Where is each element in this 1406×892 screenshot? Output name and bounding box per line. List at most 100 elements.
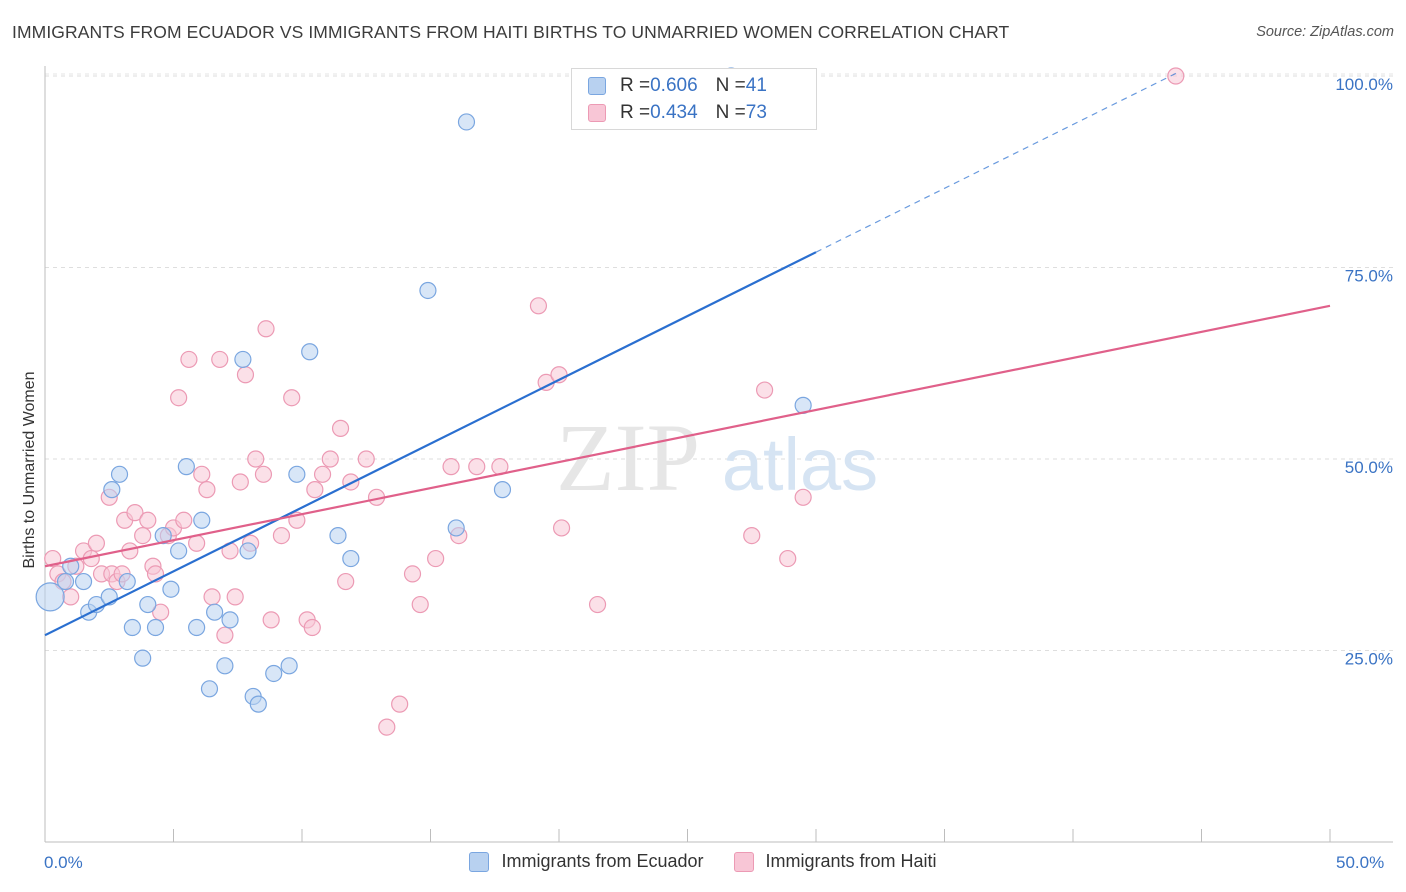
data-point-haiti [411,595,429,614]
data-point-ecuador [193,511,211,529]
data-point-haiti [198,481,216,499]
data-point-ecuador [457,113,476,131]
data-point-ecuador [118,572,136,591]
data-point-ecuador [74,572,93,591]
data-point-haiti [427,549,445,568]
data-point-haiti [126,504,144,522]
data-point-haiti [755,381,774,399]
data-point-haiti [211,350,229,369]
data-point-haiti [203,588,221,606]
data-point-ecuador [493,481,512,499]
data-point-haiti [321,450,339,468]
data-point-haiti [306,481,324,499]
data-point-haiti [272,526,291,545]
data-point-ecuador [301,343,319,361]
haiti-swatch-icon [588,104,606,122]
data-point-haiti [331,419,350,437]
stats-legend: R = 0.606 N = 41 R = 0.434 N = 73 [571,68,817,130]
legend-row-haiti: R = 0.434 N = 73 [588,100,767,126]
data-point-haiti [403,565,422,583]
data-point-ecuador [216,657,234,675]
legend-r-value-haiti: 0.434 [650,102,698,123]
data-point-ecuador [123,618,141,637]
data-point-ecuador [56,572,75,591]
series-ecuador [35,67,812,713]
data-point-haiti [337,572,355,591]
data-point-ecuador [146,618,165,637]
data-point-ecuador [139,595,157,614]
data-point-haiti [283,389,301,407]
y-tick-labels: 25.0% 50.0% 75.0% 100.0% [1335,75,1393,669]
data-point-haiti [391,695,409,713]
watermark: ZIP atlas [556,404,878,511]
data-point-haiti [170,389,188,407]
data-point-haiti [152,603,170,621]
data-point-ecuador [447,519,465,537]
data-point-haiti [236,366,255,384]
legend-r-value-ecuador: 0.606 [650,75,698,96]
data-point-haiti [216,626,234,644]
data-point-haiti [1167,67,1185,85]
chart-title: IMMIGRANTS FROM ECUADOR VS IMMIGRANTS FR… [12,22,1010,42]
ecuador-swatch-icon [588,77,606,95]
y-tick-label: 50.0% [1345,458,1393,477]
data-point-haiti [139,511,157,529]
y-tick-label: 75.0% [1345,267,1393,286]
legend-r-label: R = [620,102,651,123]
data-point-haiti [529,297,548,315]
y-tick-label: 25.0% [1345,650,1393,669]
data-point-haiti [44,549,62,568]
trend-line-ecuador [44,251,817,637]
data-point-ecuador [35,582,65,612]
legend-row-ecuador: R = 0.606 N = 41 [588,73,767,99]
legend-n-label: N = [715,75,746,96]
data-point-ecuador [177,458,195,476]
legend-n-value-haiti: 73 [745,102,767,123]
data-point-ecuador [288,465,306,483]
data-point-haiti [313,465,332,483]
data-point-haiti [180,350,198,369]
data-point-ecuador [342,549,360,568]
data-point-ecuador [239,542,257,560]
data-point-haiti [743,526,761,545]
ecuador-legend-icon [469,851,490,872]
data-point-ecuador [154,526,172,545]
legend-item-ecuador[interactable]: Immigrants from Ecuador [469,851,704,872]
data-point-ecuador [110,465,129,483]
data-point-haiti [794,488,812,506]
data-point-ecuador [221,611,239,629]
x-tick-label-min: 0.0% [44,853,83,872]
data-point-haiti [552,519,571,537]
data-point-ecuador [200,680,219,698]
data-point-haiti [468,458,486,476]
data-point-ecuador [162,580,180,598]
data-point-haiti [257,320,275,338]
data-point-ecuador [280,657,298,675]
trend-line-extension-ecuador [815,72,1177,253]
data-point-haiti [231,473,249,491]
data-point-haiti [588,595,607,614]
data-point-haiti [254,465,273,483]
data-point-haiti [378,718,396,736]
y-axis-label: Births to Unmarried Women [21,371,38,569]
axes [44,66,1393,843]
legend-label-ecuador: Immigrants from Ecuador [501,851,704,871]
legend-item-haiti[interactable]: Immigrants from Haiti [733,851,937,872]
data-point-haiti [87,534,106,552]
data-point-haiti [226,588,244,606]
data-point-ecuador [419,281,437,300]
data-point-haiti [134,526,152,545]
data-point-ecuador [188,618,206,637]
series-legend: Immigrants from Ecuador Immigrants from … [0,851,1406,872]
haiti-legend-icon [733,851,754,872]
data-point-ecuador [249,695,267,713]
data-point-haiti [442,458,460,476]
legend-n-value-ecuador: 41 [745,75,767,96]
data-point-haiti [262,611,280,629]
trend-lines [44,72,1331,637]
trend-line-haiti [44,304,1331,568]
data-point-ecuador [329,526,347,545]
source-label: Source: ZipAtlas.com [1256,24,1394,40]
legend-r-label: R = [620,75,651,96]
